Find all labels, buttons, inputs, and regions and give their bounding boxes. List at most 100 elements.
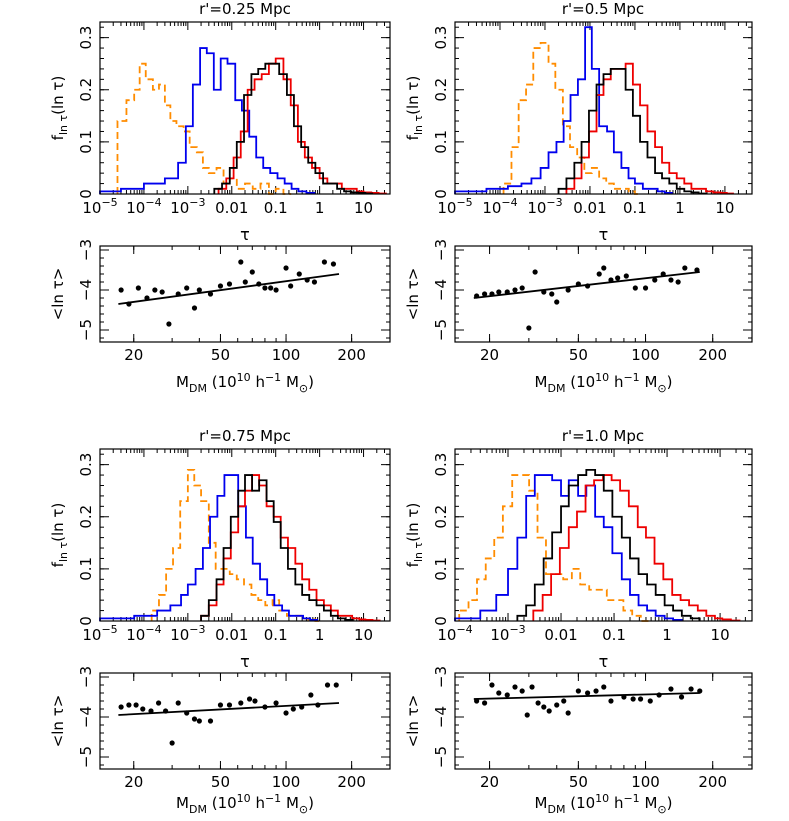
x-tick-label: 10−4	[437, 623, 472, 644]
x-tick-label: 20	[480, 773, 499, 791]
x-tick-label: 0.1	[264, 199, 288, 217]
y-tick-label: −4	[77, 279, 95, 301]
x-tick-label: 10	[354, 199, 373, 217]
x-tick-label: 10−3	[490, 623, 525, 644]
scatter-point	[175, 291, 181, 297]
scatter-point	[196, 287, 202, 293]
scatter-point	[668, 686, 674, 692]
histogram-x-axis-label: τ	[599, 225, 609, 244]
x-tick-label: 10−4	[126, 196, 161, 217]
scatter-point	[175, 700, 181, 706]
scatter-point	[191, 305, 198, 311]
panel-title: r'=0.25 Mpc	[199, 0, 291, 18]
x-tick-label: 10−5	[82, 196, 117, 217]
histogram-series-1	[99, 474, 319, 621]
histogram-x-axis-label: τ	[240, 225, 250, 244]
x-tick-label: 10−4	[482, 196, 517, 217]
x-tick-label: 50	[569, 773, 588, 791]
x-tick-label: 100	[631, 346, 660, 364]
y-tick-label: −5	[432, 319, 450, 341]
histogram-series-2	[565, 62, 734, 195]
histogram-y-axis-label: fln τ(ln τ)	[404, 76, 425, 141]
y-tick-label: 0.2	[432, 505, 450, 529]
histogram-frame	[454, 448, 753, 622]
scatter-point	[668, 277, 674, 283]
scatter-point	[519, 285, 525, 291]
scatter-point	[529, 684, 535, 690]
scatter-point	[541, 289, 547, 295]
scatter-point	[152, 287, 158, 293]
scatter-point	[694, 267, 700, 273]
scatter-point	[207, 718, 214, 724]
scatter-point	[496, 289, 502, 295]
scatter-y-axis-label: <ln τ>	[49, 268, 67, 321]
histogram-series-0	[150, 468, 323, 622]
scatter-point	[283, 265, 289, 271]
x-tick-label: 10	[354, 626, 373, 644]
scatter-point	[554, 702, 560, 708]
y-tick-label: −4	[77, 706, 95, 728]
y-tick-label: −3	[77, 666, 95, 688]
histogram-series-3	[213, 62, 374, 195]
scatter-x-axis-label: MDM (1010 h−1 M⊙)	[176, 792, 314, 816]
histogram-frame	[99, 448, 391, 622]
x-tick-label: 20	[480, 346, 499, 364]
scatter-point	[496, 690, 502, 696]
y-tick-label: 0.2	[77, 78, 95, 102]
fit-line	[118, 273, 340, 305]
histogram-series-3	[516, 468, 701, 621]
scatter-point	[688, 686, 694, 692]
histogram-series-2	[532, 474, 741, 622]
scatter-point	[584, 690, 591, 696]
scatter-point	[315, 702, 321, 708]
scatter-frame	[99, 672, 391, 770]
scatter-point	[249, 269, 255, 275]
scatter-point	[283, 710, 289, 716]
histogram-series-3	[200, 474, 354, 621]
x-tick-label: 1	[315, 199, 325, 217]
x-tick-label: 100	[272, 346, 301, 364]
scatter-point	[126, 301, 132, 307]
fit-line	[473, 692, 700, 700]
x-tick-label: 50	[211, 346, 230, 364]
histogram-y-axis-label: fln τ(ln τ)	[49, 76, 70, 141]
scatter-point	[226, 702, 233, 708]
scatter-point	[268, 285, 274, 291]
y-tick-label: −3	[77, 239, 95, 261]
x-tick-label: 10−5	[82, 623, 117, 644]
histogram-series-0	[502, 41, 642, 195]
y-tick-label: 0	[432, 189, 450, 199]
scatter-frame	[99, 245, 391, 343]
scatter-point	[474, 698, 480, 704]
histogram-plot: 10−5 10−4 10−3 0.01 0.1 1 10 0 0.1 0.2 0.3 fln τ(ln…	[49, 21, 391, 217]
scatter-x-axis-label: MDM (1010 h−1 M⊙)	[535, 792, 673, 816]
histogram-x-axis-label: τ	[240, 652, 250, 671]
y-tick-label: −4	[432, 279, 450, 301]
scatter-point	[118, 704, 124, 710]
y-tick-label: 0.1	[432, 557, 450, 581]
scatter-point	[135, 285, 141, 291]
x-tick-label: 10	[711, 626, 730, 644]
scatter-point	[481, 291, 488, 297]
scatter-frame	[454, 672, 753, 770]
scatter-point	[526, 325, 532, 331]
scatter-y-axis-label: <ln τ>	[404, 695, 422, 748]
x-tick-label: 0.01	[544, 626, 577, 644]
y-tick-label: 0	[432, 616, 450, 626]
scatter-point	[565, 287, 571, 293]
x-tick-label: 10−3	[170, 196, 205, 217]
scatter-point	[148, 708, 154, 714]
x-tick-label: 200	[337, 773, 366, 791]
scatter-point	[678, 694, 685, 700]
x-tick-label: 0.1	[623, 199, 647, 217]
scatter-point	[601, 265, 607, 271]
panel-r-1-0: r'=1.0 Mpc 10−4 10−3 0.01 0.1 1 1000.10.20.3f…	[404, 427, 753, 816]
scatter-point	[675, 279, 681, 285]
histogram-frame	[99, 21, 391, 195]
scatter-point	[584, 283, 591, 289]
x-tick-label: 100	[631, 773, 660, 791]
scatter-point	[682, 265, 688, 271]
y-tick-label: 0.2	[77, 505, 95, 529]
scatter-point	[273, 287, 279, 293]
scatter-frame	[454, 245, 753, 343]
